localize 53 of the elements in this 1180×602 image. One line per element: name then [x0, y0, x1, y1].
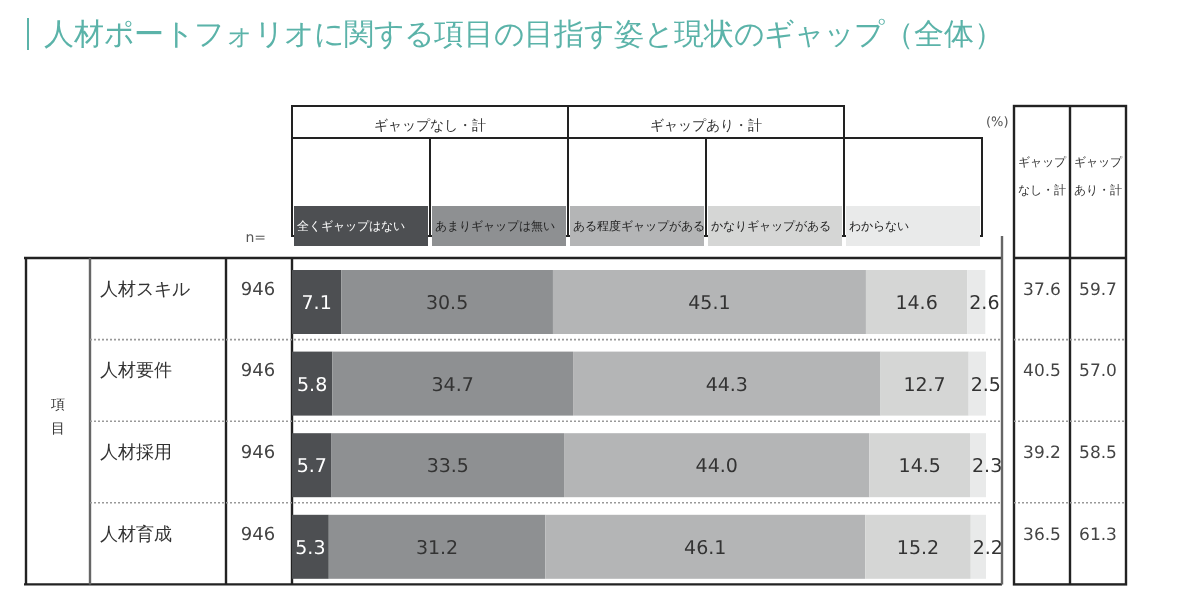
- data-label: 31.2: [415, 537, 459, 560]
- text: 61.3: [1079, 525, 1117, 546]
- data-label: 15.2: [896, 537, 940, 560]
- data-label: 30.5: [425, 293, 469, 315]
- y-tick-label: 人材採用: [100, 442, 172, 464]
- data-label: 12.7: [903, 374, 946, 397]
- data-label: 2.6: [969, 293, 1000, 315]
- bar: [331, 433, 565, 498]
- bar: [332, 351, 574, 416]
- bar: [573, 351, 881, 416]
- data-label: 2.5: [970, 374, 1001, 397]
- data-label: 46.1: [684, 537, 727, 560]
- bar: [328, 514, 546, 579]
- text: 946: [240, 525, 276, 546]
- bar: [865, 270, 968, 334]
- text: 36.5: [1023, 525, 1061, 546]
- text: 946: [240, 280, 276, 301]
- data-label: 5.8: [297, 374, 328, 397]
- y-tick-label: 人材スキル: [100, 278, 190, 301]
- chart-title: 人材ポートフォリオに関する項目の目指す姿と現状のギャップ（全体）: [44, 16, 1004, 52]
- bar: [545, 514, 866, 579]
- data-label: 45.1: [688, 293, 731, 315]
- bar: [552, 270, 866, 334]
- data-label: 5.7: [296, 456, 327, 479]
- text: 946: [240, 444, 276, 464]
- data-label: 34.7: [431, 374, 474, 397]
- bar: [865, 514, 971, 579]
- text: 40.5: [1023, 362, 1061, 383]
- bar: [880, 351, 969, 416]
- bar: [292, 514, 329, 579]
- data-label: 14.6: [895, 293, 938, 315]
- data-label: 7.1: [301, 293, 332, 315]
- data-label: 2.2: [972, 537, 1003, 560]
- y-tick-label: 人材要件: [100, 360, 172, 383]
- data-label: 2.3: [972, 456, 1003, 479]
- text: 57.0: [1079, 362, 1117, 383]
- bar: [292, 351, 333, 416]
- text: 946: [240, 362, 276, 383]
- data-label: 14.5: [898, 456, 941, 479]
- text: 39.2: [1023, 444, 1061, 464]
- bar: [869, 433, 971, 498]
- bar: [564, 433, 870, 498]
- bar: [341, 270, 553, 334]
- text: 37.6: [1023, 280, 1061, 301]
- text: 59.7: [1079, 280, 1117, 301]
- data-label: 5.3: [295, 537, 326, 560]
- bar: [292, 270, 342, 334]
- data-label: 44.0: [695, 456, 738, 479]
- data-label: 33.5: [426, 456, 469, 479]
- y-tick-label: 人材育成: [100, 523, 172, 546]
- data-label: 44.3: [705, 374, 748, 397]
- text: 58.5: [1079, 444, 1117, 464]
- bar: [292, 433, 332, 498]
